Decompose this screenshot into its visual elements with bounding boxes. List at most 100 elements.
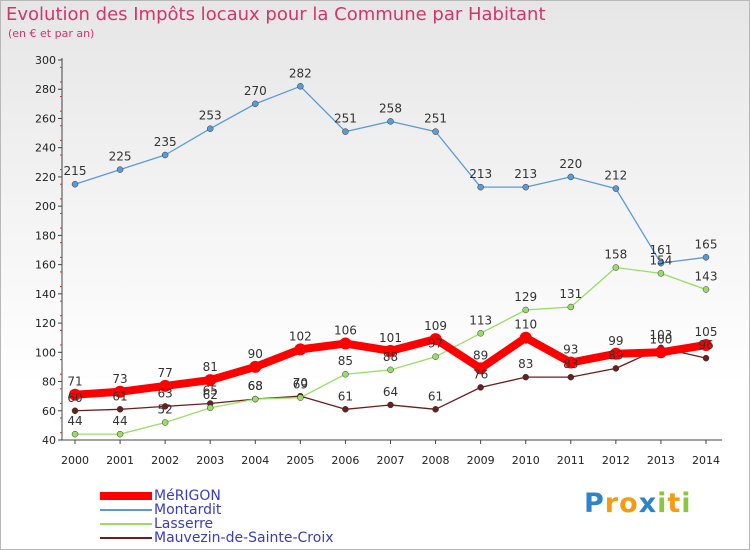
data-label-mauvezin-de-sainte-croix: 61 — [112, 389, 127, 403]
data-label-montardit: 251 — [424, 112, 447, 126]
legend-swatch-lasserre — [100, 523, 152, 525]
data-point-montardit — [161, 151, 169, 159]
data-label-lasserre: 69 — [293, 378, 308, 392]
legend-label-merigon: MéRIGON — [154, 488, 221, 504]
data-label-merigon: 81 — [203, 360, 218, 374]
data-label-merigon: 101 — [379, 331, 402, 345]
data-point-lasserre — [342, 370, 349, 378]
data-label-montardit: 253 — [199, 109, 222, 123]
data-label-mauvezin-de-sainte-croix: 65 — [203, 383, 218, 397]
data-label-merigon: 71 — [67, 375, 82, 389]
data-label-merigon: 100 — [649, 332, 672, 346]
y-tick-label: 240 — [35, 142, 56, 155]
data-label-mauvezin-de-sainte-croix: 61 — [338, 389, 353, 403]
data-point-merigon — [609, 347, 622, 360]
logo-letter: o — [619, 488, 639, 519]
data-label-mauvezin-de-sainte-croix: 83 — [518, 357, 533, 371]
data-label-lasserre: 143 — [695, 269, 718, 283]
x-tick-label: 2010 — [512, 454, 540, 467]
data-point-lasserre — [161, 419, 169, 426]
data-label-montardit: 161 — [649, 243, 672, 257]
y-tick-label: 200 — [35, 200, 56, 213]
data-label-merigon: 106 — [334, 324, 357, 338]
data-label-montardit: 165 — [695, 237, 718, 251]
y-tick-label: 260 — [35, 112, 56, 125]
data-label-montardit: 220 — [559, 157, 582, 171]
data-label-merigon: 110 — [514, 318, 537, 332]
data-label-lasserre: 68 — [248, 379, 263, 393]
x-tick-label: 2002 — [151, 454, 179, 467]
data-label-mauvezin-de-sainte-croix: 64 — [383, 385, 398, 399]
data-point-mauvezin-de-sainte-croix — [477, 384, 484, 391]
data-point-montardit — [342, 128, 349, 135]
y-tick-label: 140 — [35, 288, 56, 301]
y-tick-label: 180 — [35, 229, 56, 242]
data-label-montardit: 270 — [244, 84, 267, 98]
data-point-merigon — [474, 362, 487, 375]
data-point-mauvezin-de-sainte-croix — [161, 403, 169, 410]
y-tick-label: 160 — [35, 259, 56, 272]
data-label-lasserre: 131 — [559, 287, 582, 301]
data-point-mauvezin-de-sainte-croix — [116, 406, 124, 413]
data-label-mauvezin-de-sainte-croix: 60 — [67, 391, 82, 405]
data-label-merigon: 90 — [248, 347, 263, 361]
data-label-merigon: 109 — [424, 319, 447, 333]
data-point-merigon — [204, 374, 217, 387]
legend-label-mauvezin: Mauvezin-de-Sainte-Croix — [154, 530, 334, 546]
logo-letter: i — [657, 488, 668, 519]
data-label-montardit: 212 — [604, 169, 627, 183]
data-point-mauvezin-de-sainte-croix — [71, 407, 79, 415]
data-point-montardit — [297, 83, 304, 90]
data-point-mauvezin-de-sainte-croix — [387, 401, 394, 409]
y-tick-label: 40 — [42, 434, 56, 447]
data-point-merigon — [564, 356, 577, 369]
legend-swatch-montardit — [100, 509, 152, 511]
data-point-lasserre — [206, 404, 214, 412]
data-point-merigon — [384, 344, 397, 357]
data-point-mauvezin-de-sainte-croix — [612, 365, 620, 372]
data-label-montardit: 282 — [289, 66, 312, 80]
data-point-lasserre — [432, 353, 439, 360]
data-point-mauvezin-de-sainte-croix — [522, 373, 529, 381]
data-point-montardit — [522, 183, 529, 191]
data-label-lasserre: 52 — [158, 402, 173, 416]
data-label-lasserre: 158 — [604, 248, 627, 262]
data-label-merigon: 99 — [608, 334, 623, 348]
x-tick-label: 2005 — [286, 454, 314, 467]
logo-letter: t — [667, 488, 682, 519]
y-tick-label: 120 — [35, 317, 56, 330]
data-label-mauvezin-de-sainte-croix: 103 — [649, 328, 672, 342]
data-label-merigon: 89 — [473, 348, 488, 362]
data-label-mauvezin-de-sainte-croix: 89 — [608, 348, 623, 362]
data-label-lasserre: 129 — [514, 290, 537, 304]
data-point-mauvezin-de-sainte-croix — [342, 406, 349, 413]
x-tick-label: 2004 — [241, 454, 269, 467]
data-label-lasserre: 85 — [338, 354, 353, 368]
x-tick-label: 2011 — [557, 454, 585, 467]
y-tick-label: 220 — [35, 171, 56, 184]
data-point-montardit — [612, 185, 620, 192]
data-label-lasserre: 97 — [428, 337, 443, 351]
data-point-lasserre — [702, 286, 710, 293]
data-label-merigon: 102 — [289, 329, 312, 343]
data-label-merigon: 93 — [563, 343, 578, 357]
data-label-montardit: 235 — [154, 135, 177, 149]
data-point-merigon — [429, 333, 442, 346]
data-label-merigon: 105 — [695, 325, 718, 339]
data-point-montardit — [567, 173, 575, 181]
chart-title: Evolution des Impôts locaux pour la Comm… — [6, 4, 546, 25]
data-label-mauvezin-de-sainte-croix: 83 — [563, 357, 578, 371]
legend-swatch-mauvezin — [100, 537, 152, 539]
data-point-lasserre — [71, 430, 79, 438]
data-label-lasserre: 113 — [469, 313, 492, 327]
data-label-mauvezin-de-sainte-croix: 76 — [473, 367, 488, 381]
data-label-mauvezin-de-sainte-croix: 96 — [698, 338, 713, 352]
chart-subtitle: (en € et par an) — [8, 27, 95, 40]
data-point-merigon — [519, 331, 532, 344]
y-tick-label: 300 — [35, 54, 56, 67]
data-point-montardit — [252, 100, 259, 108]
y-tick-label: 280 — [35, 83, 56, 96]
data-label-montardit: 225 — [109, 150, 132, 164]
